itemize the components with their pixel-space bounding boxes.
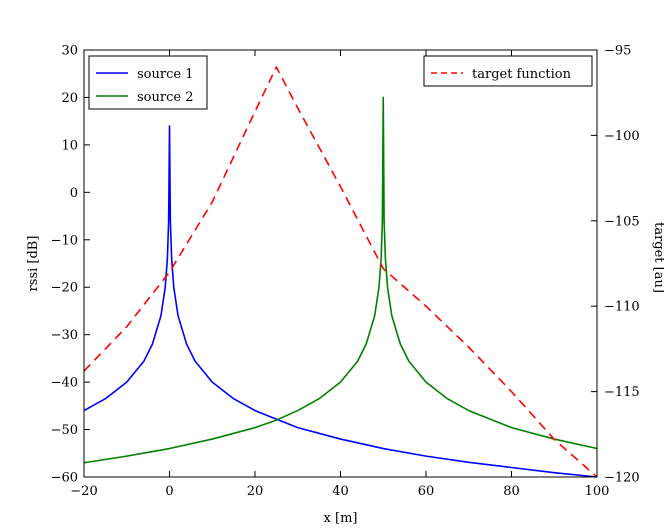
- y2-tick-label: −120: [604, 471, 640, 486]
- x-tick-label: −20: [70, 484, 97, 499]
- x-tick-label: 20: [247, 484, 264, 499]
- plot-frame: [83, 49, 598, 478]
- y-tick-label: −20: [51, 281, 78, 296]
- legend-target-label: target function: [472, 67, 572, 82]
- y-tick-label: −50: [51, 423, 78, 438]
- y-tick-label: −40: [51, 376, 78, 391]
- series-line-target-function: [83, 66, 598, 478]
- y-tick-label: 10: [61, 138, 78, 153]
- y2-tick-label: −95: [604, 44, 631, 59]
- plot-area: −20 0 20 40 60 80 100−60−50−40−30−20−100102030…: [51, 44, 640, 500]
- legend-sources: source 1 source 2: [88, 55, 208, 110]
- legend-target-box: [423, 55, 593, 87]
- y-axis-label: rssi [dB]: [26, 236, 41, 292]
- legend-sources-box: [88, 55, 208, 110]
- legend-source-2-label: source 2: [137, 90, 193, 105]
- y-tick-label: −30: [51, 328, 78, 343]
- y2-tick-label: −110: [604, 300, 640, 315]
- x-tick-label: 60: [418, 484, 435, 499]
- y2-tick-label: −100: [604, 129, 640, 144]
- y-tick-label: 30: [61, 44, 78, 59]
- y-tick-label: −10: [51, 233, 78, 248]
- y2-tick-label: −115: [604, 385, 640, 400]
- y-tick-label: 0: [70, 186, 78, 201]
- x-tick-label: 0: [165, 484, 173, 499]
- y2-axis-label: target [au]: [651, 222, 664, 293]
- series-line-source-1: [83, 125, 598, 478]
- series-line-source-2: [83, 96, 598, 464]
- legend-source-1-label: source 1: [137, 67, 193, 82]
- series-layer: [83, 66, 598, 478]
- y-tick-label: 20: [61, 91, 78, 106]
- x-tick-label: 40: [332, 484, 349, 499]
- x-tick-label: 100: [585, 484, 610, 499]
- y2-tick-label: −105: [604, 214, 640, 229]
- x-axis-label: x [m]: [324, 511, 358, 526]
- y-tick-label: −60: [51, 471, 78, 486]
- ticks-layer: −20 0 20 40 60 80 100−60−50−40−30−20−100102030…: [51, 44, 640, 500]
- legend-target: target function: [423, 55, 593, 87]
- x-tick-label: 80: [503, 484, 520, 499]
